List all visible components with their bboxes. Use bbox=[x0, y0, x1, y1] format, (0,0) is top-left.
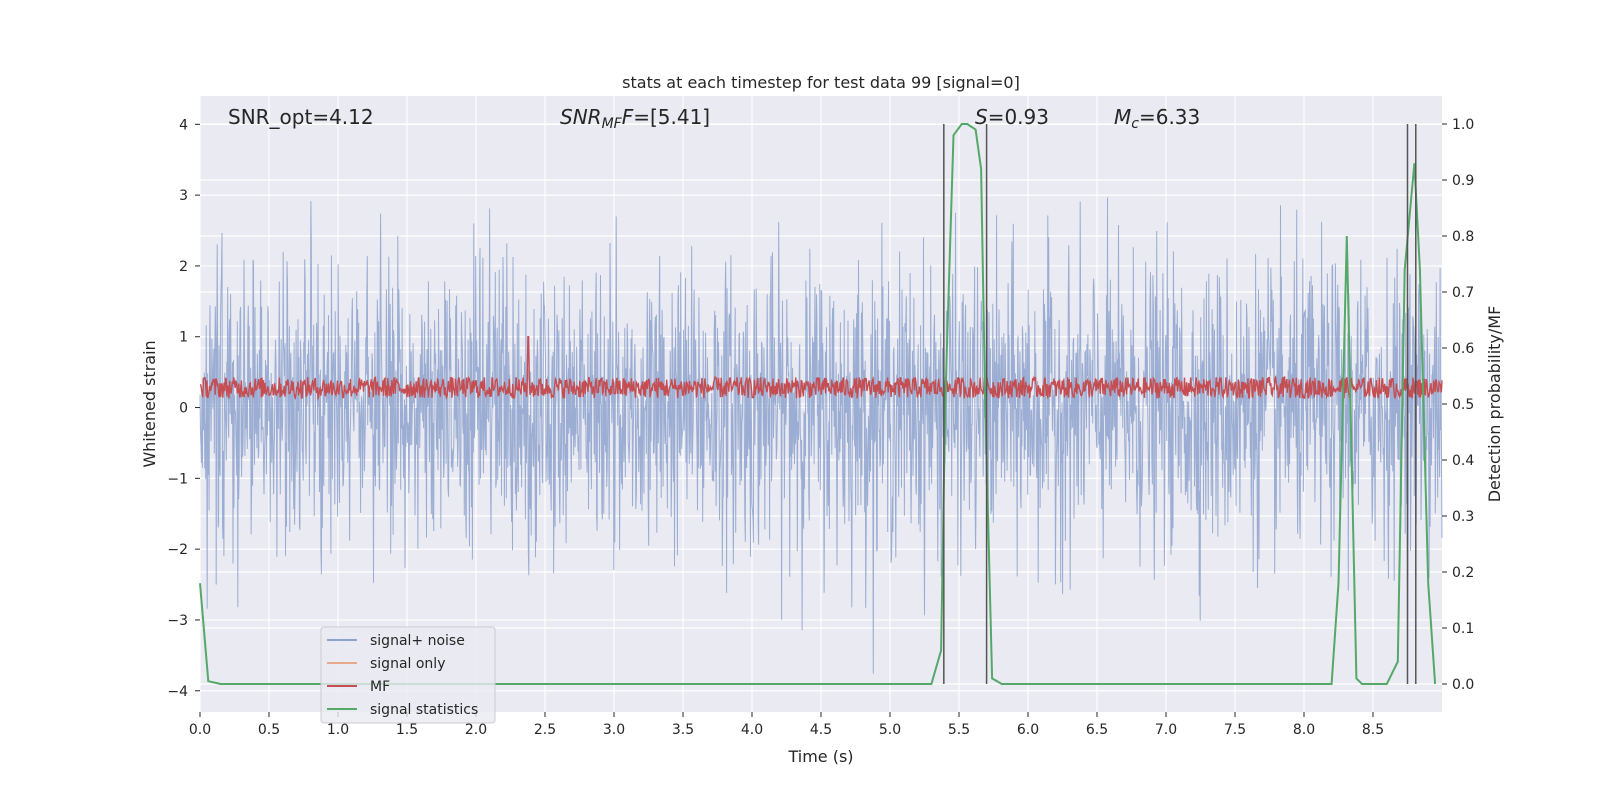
annotation-snr-mf: SNRMFF=[5.41] bbox=[560, 105, 710, 132]
vertical-markers bbox=[943, 124, 1417, 684]
legend-label-signal-only: signal only bbox=[370, 656, 445, 672]
x-tick-label-2: 1.0 bbox=[327, 722, 349, 738]
x-tick-label-0: 0.0 bbox=[189, 722, 211, 738]
x-tick-label-3: 1.5 bbox=[396, 722, 418, 738]
x-axis-label: Time (s) bbox=[787, 747, 853, 766]
x-tick-label-4: 2.0 bbox=[465, 722, 487, 738]
y-axis-right-label: Detection probability/MF bbox=[1485, 306, 1504, 503]
chart-title: stats at each timestep for test data 99 … bbox=[622, 73, 1020, 92]
x-tick-label-13: 6.5 bbox=[1086, 722, 1108, 738]
x-tick-label-14: 7.0 bbox=[1155, 722, 1177, 738]
annotation-s: S=0.93 bbox=[975, 105, 1049, 129]
legend: signal+ noise signal only MF signal stat… bbox=[320, 626, 496, 724]
x-tick-label-12: 6.0 bbox=[1017, 722, 1039, 738]
y-right-tick-label-0: 1.0 bbox=[1452, 117, 1474, 133]
x-tick-label-15: 7.5 bbox=[1224, 722, 1246, 738]
axes: 0.0 0.5 1.0 1.5 2.0 2.5 3.0 3.5 4.0 4.5 5.0 5.5 6.0 6… bbox=[167, 117, 1474, 738]
x-tick-label-6: 3.0 bbox=[603, 722, 625, 738]
noise-line bbox=[199, 197, 1443, 674]
x-tick-label-5: 2.5 bbox=[534, 722, 556, 738]
mf-trace bbox=[199, 336, 1443, 401]
x-tick-label-7: 3.5 bbox=[672, 722, 694, 738]
y-tick-label-7: −3 bbox=[167, 613, 188, 629]
y-right-tick-label-2: 0.8 bbox=[1452, 229, 1474, 245]
y-tick-label-8: −4 bbox=[167, 684, 188, 700]
y-right-tick-label-8: 0.2 bbox=[1452, 565, 1474, 581]
x-tick-label-10: 5.0 bbox=[879, 722, 901, 738]
y-right-tick-label-1: 0.9 bbox=[1452, 173, 1474, 189]
y-right-tick-label-9: 0.1 bbox=[1452, 621, 1474, 637]
y-tick-label-5: −1 bbox=[167, 471, 188, 487]
y-tick-label-4: 0 bbox=[179, 401, 188, 417]
y-right-tick-label-7: 0.3 bbox=[1452, 509, 1474, 525]
y-right-tick-label-10: 0.0 bbox=[1452, 677, 1474, 693]
y-right-tick-label-5: 0.5 bbox=[1452, 397, 1474, 413]
y-right-tick-label-3: 0.7 bbox=[1452, 285, 1474, 301]
x-tick-label-8: 4.0 bbox=[741, 722, 763, 738]
legend-label-noise: signal+ noise bbox=[370, 633, 465, 649]
annotation-mc: Mc=6.33 bbox=[1114, 105, 1200, 132]
signal-statistics-trace bbox=[199, 123, 1437, 685]
y-right-tick-label-6: 0.4 bbox=[1452, 453, 1474, 469]
signal-statistics-line bbox=[199, 123, 1437, 685]
x-tick-label-17: 8.5 bbox=[1362, 722, 1384, 738]
y-axis-label: Whitened strain bbox=[140, 340, 159, 467]
mf-line bbox=[199, 336, 1443, 401]
y-right-tick-label-4: 0.6 bbox=[1452, 341, 1474, 357]
legend-label-mf: MF bbox=[370, 679, 390, 695]
y-tick-label-3: 1 bbox=[179, 330, 188, 346]
legend-label-stats: signal statistics bbox=[370, 702, 478, 718]
annotation-snr-opt: SNR_opt=4.12 bbox=[228, 105, 374, 129]
y-tick-label-0: 4 bbox=[179, 117, 188, 133]
x-tick-label-16: 8.0 bbox=[1293, 722, 1315, 738]
legend-box bbox=[320, 626, 496, 724]
signal-noise-trace bbox=[199, 197, 1443, 674]
y-tick-label-2: 2 bbox=[179, 259, 188, 275]
x-tick-label-1: 0.5 bbox=[258, 722, 280, 738]
x-tick-label-11: 5.5 bbox=[948, 722, 970, 738]
x-tick-label-9: 4.5 bbox=[810, 722, 832, 738]
y-tick-label-1: 3 bbox=[179, 188, 188, 204]
y-tick-label-6: −2 bbox=[167, 542, 188, 558]
